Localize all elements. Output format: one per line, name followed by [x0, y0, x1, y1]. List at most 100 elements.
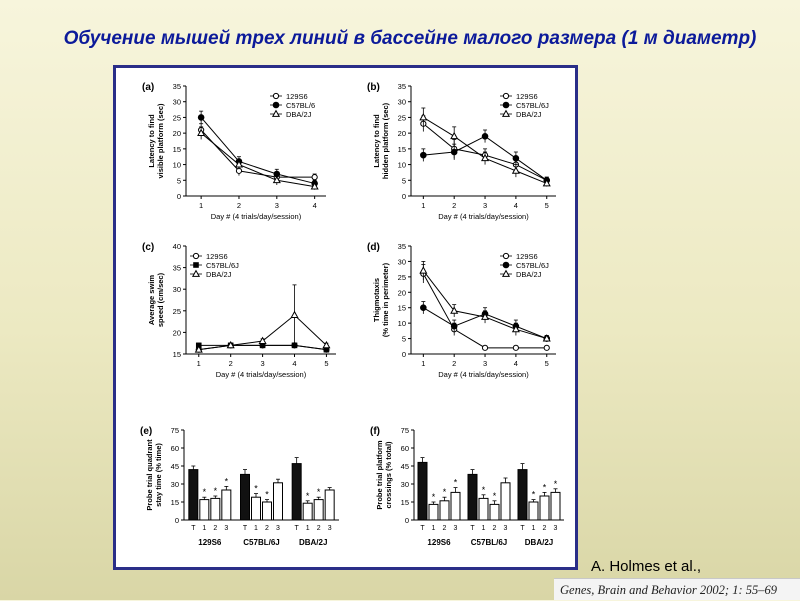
panel-label: (d) — [367, 242, 380, 253]
y-axis-label: Probe trial quadrant — [145, 439, 154, 511]
data-point — [450, 148, 458, 156]
x-tick-label: 1 — [421, 359, 425, 368]
y-tick-label: 10 — [398, 161, 406, 170]
group-label: 129S6 — [198, 538, 222, 547]
bar — [467, 473, 478, 521]
y-tick-label: 45 — [401, 462, 409, 471]
data-point — [310, 182, 319, 190]
bar — [478, 497, 489, 521]
data-point — [450, 322, 458, 330]
data-point — [194, 345, 203, 353]
legend-marker — [502, 101, 510, 109]
group-label: C57BL/6J — [243, 538, 279, 547]
legend-entry: DBA/2J — [516, 110, 542, 119]
panel-label: (e) — [140, 426, 152, 437]
group-label: C57BL/6J — [471, 538, 507, 547]
y-tick-label: 25 — [398, 273, 406, 282]
data-point — [234, 160, 244, 168]
x-tick-label: 4 — [292, 359, 296, 368]
y-tick-label: 35 — [398, 242, 406, 251]
bar — [417, 461, 428, 521]
bar — [324, 489, 335, 521]
data-point — [542, 334, 551, 342]
y-axis-label: Latency to find — [372, 114, 381, 168]
series-line — [200, 132, 315, 188]
bar — [291, 463, 302, 521]
x-tick-label: 5 — [545, 201, 549, 210]
panel-a: (a) 0 5 10 15 20 25 30 35 Latency to find visible … — [142, 82, 326, 221]
y-tick-label: 0 — [402, 350, 406, 359]
legend-entry: 129S6 — [516, 92, 538, 101]
y-tick-label: 30 — [173, 285, 181, 294]
data-point — [450, 306, 459, 314]
significance-star: * — [225, 476, 229, 486]
y-tick-label: 25 — [173, 307, 181, 316]
data-point — [323, 346, 330, 353]
bar-tick-label: T — [191, 525, 196, 532]
y-axis-label: speed (cm/sec) — [156, 272, 165, 327]
x-tick-label: 1 — [197, 359, 201, 368]
significance-star: * — [265, 490, 269, 500]
panel-label: (b) — [367, 82, 380, 93]
bar-tick-label: 1 — [432, 525, 436, 532]
data-point — [481, 132, 489, 140]
data-point — [290, 310, 299, 319]
data-point — [419, 112, 428, 121]
y-tick-label: 0 — [177, 192, 181, 201]
data-point — [543, 344, 550, 351]
bar-tick-label: 2 — [543, 525, 547, 532]
bar — [302, 502, 313, 521]
legend-marker — [502, 92, 510, 100]
bar — [188, 469, 199, 521]
bar — [539, 495, 550, 521]
bar — [221, 489, 232, 521]
data-point — [258, 336, 267, 344]
x-tick-label: 5 — [545, 359, 549, 368]
y-tick-label: 0 — [175, 516, 179, 525]
significance-star: * — [554, 479, 558, 489]
journal-citation: Genes, Brain and Behavior 2002; 1: 55–69 — [554, 578, 800, 600]
bar-tick-label: 3 — [504, 525, 508, 532]
y-tick-label: 10 — [398, 319, 406, 328]
x-tick-label: 1 — [199, 201, 203, 210]
x-tick-label: 3 — [483, 201, 487, 210]
panel-label: (c) — [142, 242, 154, 253]
bar — [450, 491, 461, 521]
y-axis-label: stay time (% time) — [154, 443, 163, 507]
data-point — [419, 266, 428, 274]
x-axis-label: Day # (4 trials/day/session) — [438, 370, 529, 379]
data-point — [480, 153, 490, 162]
legend-marker — [501, 269, 511, 277]
data-point — [542, 178, 551, 187]
series-C57BL/6 — [197, 110, 318, 187]
bar — [262, 501, 272, 521]
series-C57BL/6J — [420, 129, 551, 184]
bar — [528, 501, 539, 521]
data-point — [272, 175, 281, 184]
y-tick-label: 10 — [173, 161, 181, 170]
bar-tick-label: 3 — [224, 525, 228, 532]
y-tick-label: 5 — [177, 176, 181, 185]
y-tick-label: 20 — [173, 328, 181, 337]
y-tick-label: 20 — [398, 129, 406, 138]
y-tick-label: 30 — [173, 98, 181, 107]
y-axis-label: Latency to find — [147, 114, 156, 168]
panel-e: (e) 0 15 30 45 60 75 Probe trial quadrant stay t… — [140, 426, 339, 547]
y-axis-label: hidden platform (sec) — [381, 102, 390, 179]
bar — [428, 503, 439, 521]
significance-star: * — [532, 490, 536, 500]
legend-entry: C57BL/6 — [286, 101, 315, 110]
series-DBA/2J — [194, 284, 331, 353]
y-tick-label: 15 — [173, 350, 181, 359]
legend-marker — [502, 252, 510, 260]
bar — [550, 491, 561, 521]
y-axis-label: Probe trial platform — [375, 440, 384, 510]
bar-tick-label: 1 — [306, 525, 310, 532]
significance-star: * — [493, 491, 497, 501]
x-tick-label: 4 — [313, 201, 317, 210]
x-tick-label: 1 — [421, 201, 425, 210]
significance-star: * — [454, 478, 458, 488]
